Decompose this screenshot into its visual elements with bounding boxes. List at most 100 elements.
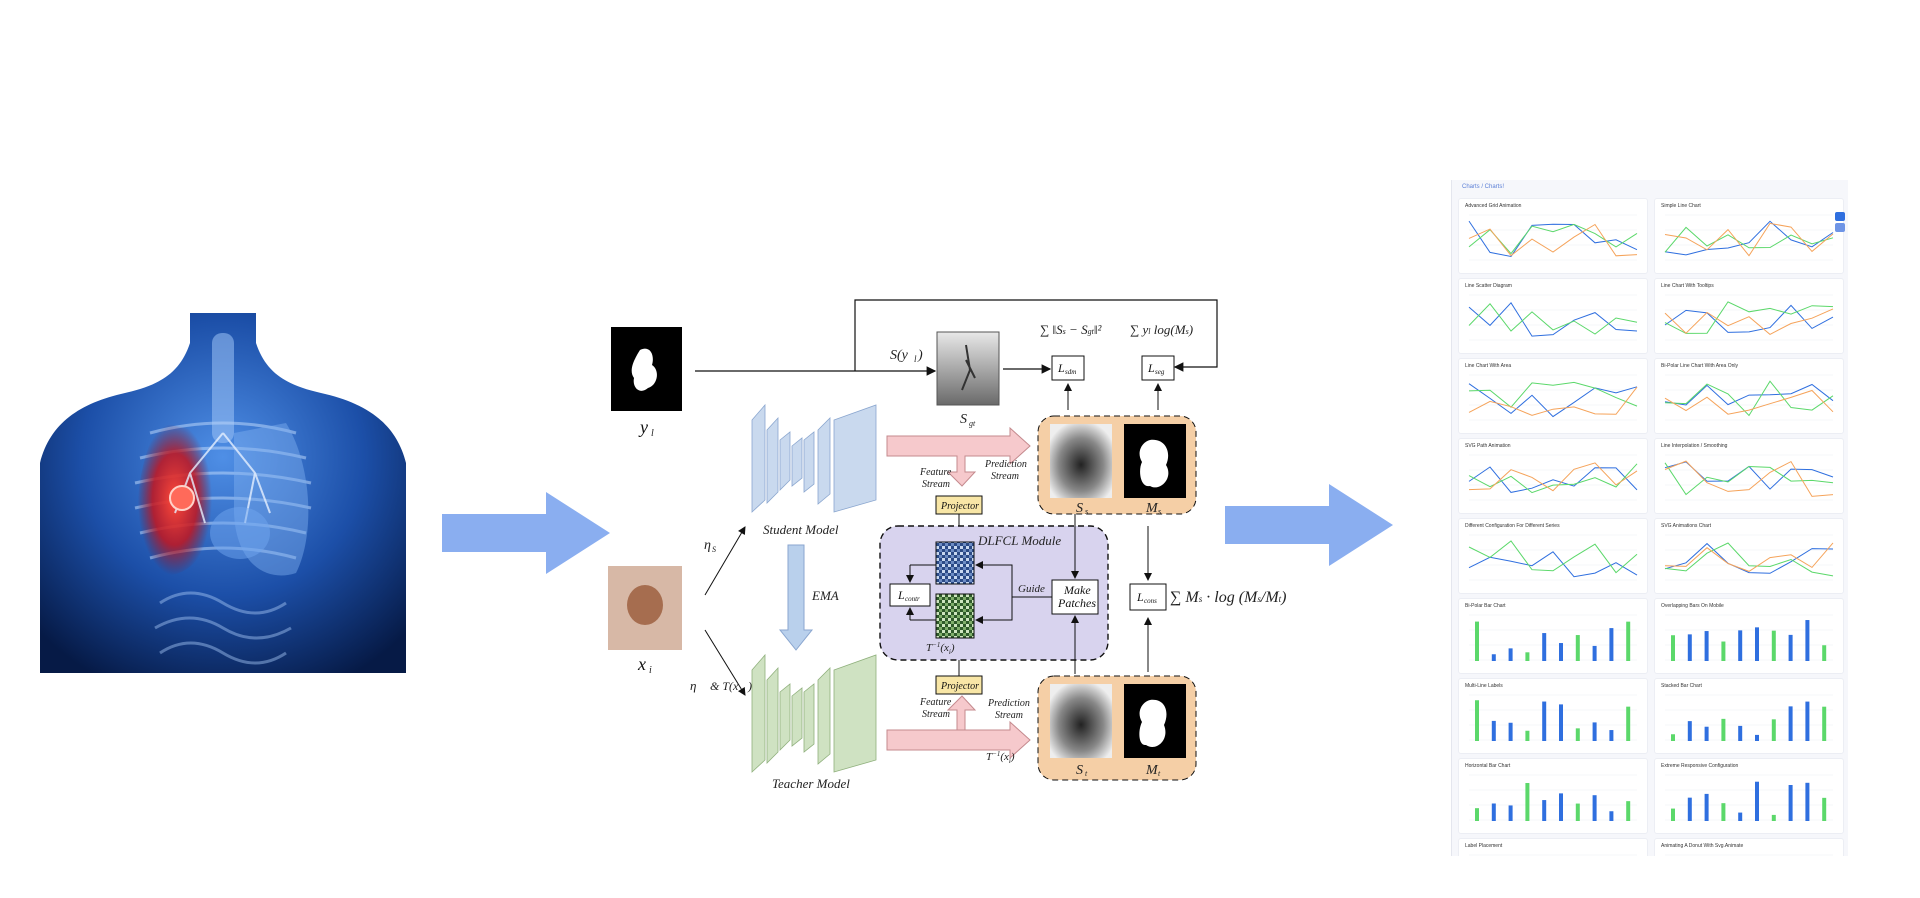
svg-text:s: s [1085,507,1088,516]
right-arrow-1 [442,492,610,574]
svg-text:S: S [1076,501,1083,516]
series-line [1468,386,1638,416]
svg-text:Feature: Feature [919,697,952,708]
chart-card[interactable]: SVG Animations Chart [1654,518,1844,594]
series-line [1664,542,1834,574]
chart-card-title: Multi-Line Labels [1465,683,1503,689]
chart-card[interactable]: Line Interpolation / Smoothing [1654,438,1844,514]
series-line [1468,220,1638,258]
chart-card[interactable]: Different Configuration For Different Se… [1458,518,1648,594]
chart-card-title: Bi-Polar Line Chart With Area Only [1661,363,1738,369]
chart-card[interactable]: Bi-Polar Bar Chart [1458,598,1648,674]
bar [1559,793,1563,821]
bar [1609,811,1614,821]
series-line [1664,220,1834,256]
svg-text:Patches: Patches [1057,596,1096,610]
svg-text:sdm: sdm [1065,368,1076,376]
chart-card-title: Extreme Responsive Configuration [1661,763,1739,769]
loss-contr: L [897,588,905,602]
chart-card[interactable]: Advanced Grid Animation [1458,198,1648,274]
bar [1475,808,1479,821]
bar [1704,793,1709,821]
bar [1671,808,1675,821]
chart-card[interactable]: Extreme Responsive Configuration [1654,758,1844,834]
svg-text:∑ yl log(Ms): ∑ yl log(Ms) [1130,322,1193,337]
chart-card[interactable]: Simple Line Chart [1654,198,1844,274]
chart-card[interactable]: Animating A Donut With Svg.Animate [1654,838,1844,856]
chart-card[interactable]: Line Scatter Diagram [1458,278,1648,354]
settings-button[interactable] [1835,212,1845,221]
chart-card[interactable]: Label Placement [1458,838,1648,856]
chart-card[interactable]: Stacked Bar Chart [1654,678,1844,754]
chart-thumbnail [1665,614,1833,661]
chart-thumbnail [1468,454,1638,501]
anatomy-illustration [40,313,406,673]
series-line [1664,301,1834,334]
chart-thumbnail [1469,694,1637,741]
svg-text:η: η [704,538,711,553]
loss-seg: L [1147,361,1155,375]
series-line [1664,304,1834,333]
chart-thumbnail [1665,774,1833,821]
chart-card-title: Stacked Bar Chart [1661,683,1702,689]
bar [1592,795,1597,821]
bar [1542,800,1547,821]
svg-text:gt: gt [969,419,976,428]
svg-text:s: s [1158,507,1161,516]
series-line [1664,542,1834,577]
svg-text:S(y: S(y [890,348,909,363]
bar [1508,722,1513,741]
svg-text:∑ ‖Ss − Sgt‖²: ∑ ‖Ss − Sgt‖² [1040,322,1102,337]
bar [1525,730,1530,741]
bar [1771,630,1776,661]
svg-text:Prediction: Prediction [984,459,1027,470]
bar [1822,797,1827,821]
breadcrumb[interactable]: Charts / Charts! [1462,184,1505,190]
svg-text:Stream: Stream [995,710,1023,721]
bar [1755,627,1759,661]
chart-card[interactable]: Overlapping Bars On Mobile [1654,598,1844,674]
bar [1626,801,1631,821]
chart-thumbnail [1469,854,1637,856]
loss-cons: L [1136,590,1144,604]
theme-button[interactable] [1835,223,1845,232]
teacher-model [751,653,877,773]
chart-card-title: Label Placement [1465,843,1503,849]
chart-card[interactable]: Multi-Line Labels [1458,678,1648,754]
bar [1721,641,1726,661]
series-line [1468,223,1638,257]
svg-text:t: t [1158,769,1161,778]
chart-card[interactable]: Line Chart With Area [1458,358,1648,434]
bar [1788,785,1793,821]
sdm-ground-truth [936,331,1000,406]
svg-text:S: S [960,412,967,427]
chart-card[interactable]: Line Chart With Tooltips [1654,278,1844,354]
bar [1575,728,1580,741]
chart-card-title: Animating A Donut With Svg.Animate [1661,843,1744,849]
bar [1626,706,1631,741]
label-y: y [638,417,648,437]
chart-card[interactable]: SVG Path Animation [1458,438,1648,514]
chart-thumbnail [1468,214,1638,261]
bar [1671,635,1675,661]
bar [1525,652,1530,661]
chart-card[interactable]: Bi-Polar Line Chart With Area Only [1654,358,1844,434]
chart-card-title: Line Interpolation / Smoothing [1661,443,1728,449]
svg-text:T−1(xi): T−1(xi) [926,641,955,656]
svg-text:t: t [1085,769,1088,778]
bar [1559,704,1563,741]
series-line [1468,462,1638,492]
series-line [1664,389,1834,415]
svg-text:Teacher Model: Teacher Model [772,776,850,791]
chart-thumbnail [1468,294,1638,341]
bar [1609,730,1614,741]
bar [1805,620,1810,661]
label-x: x [637,654,646,674]
chart-card-title: Horizontal Bar Chart [1465,763,1511,769]
svg-text:Feature: Feature [919,467,952,478]
chart-card[interactable]: Horizontal Bar Chart [1458,758,1648,834]
chart-card-title: Line Chart With Tooltips [1661,283,1714,289]
series-line [1468,383,1638,418]
chart-thumbnail [1664,454,1834,501]
